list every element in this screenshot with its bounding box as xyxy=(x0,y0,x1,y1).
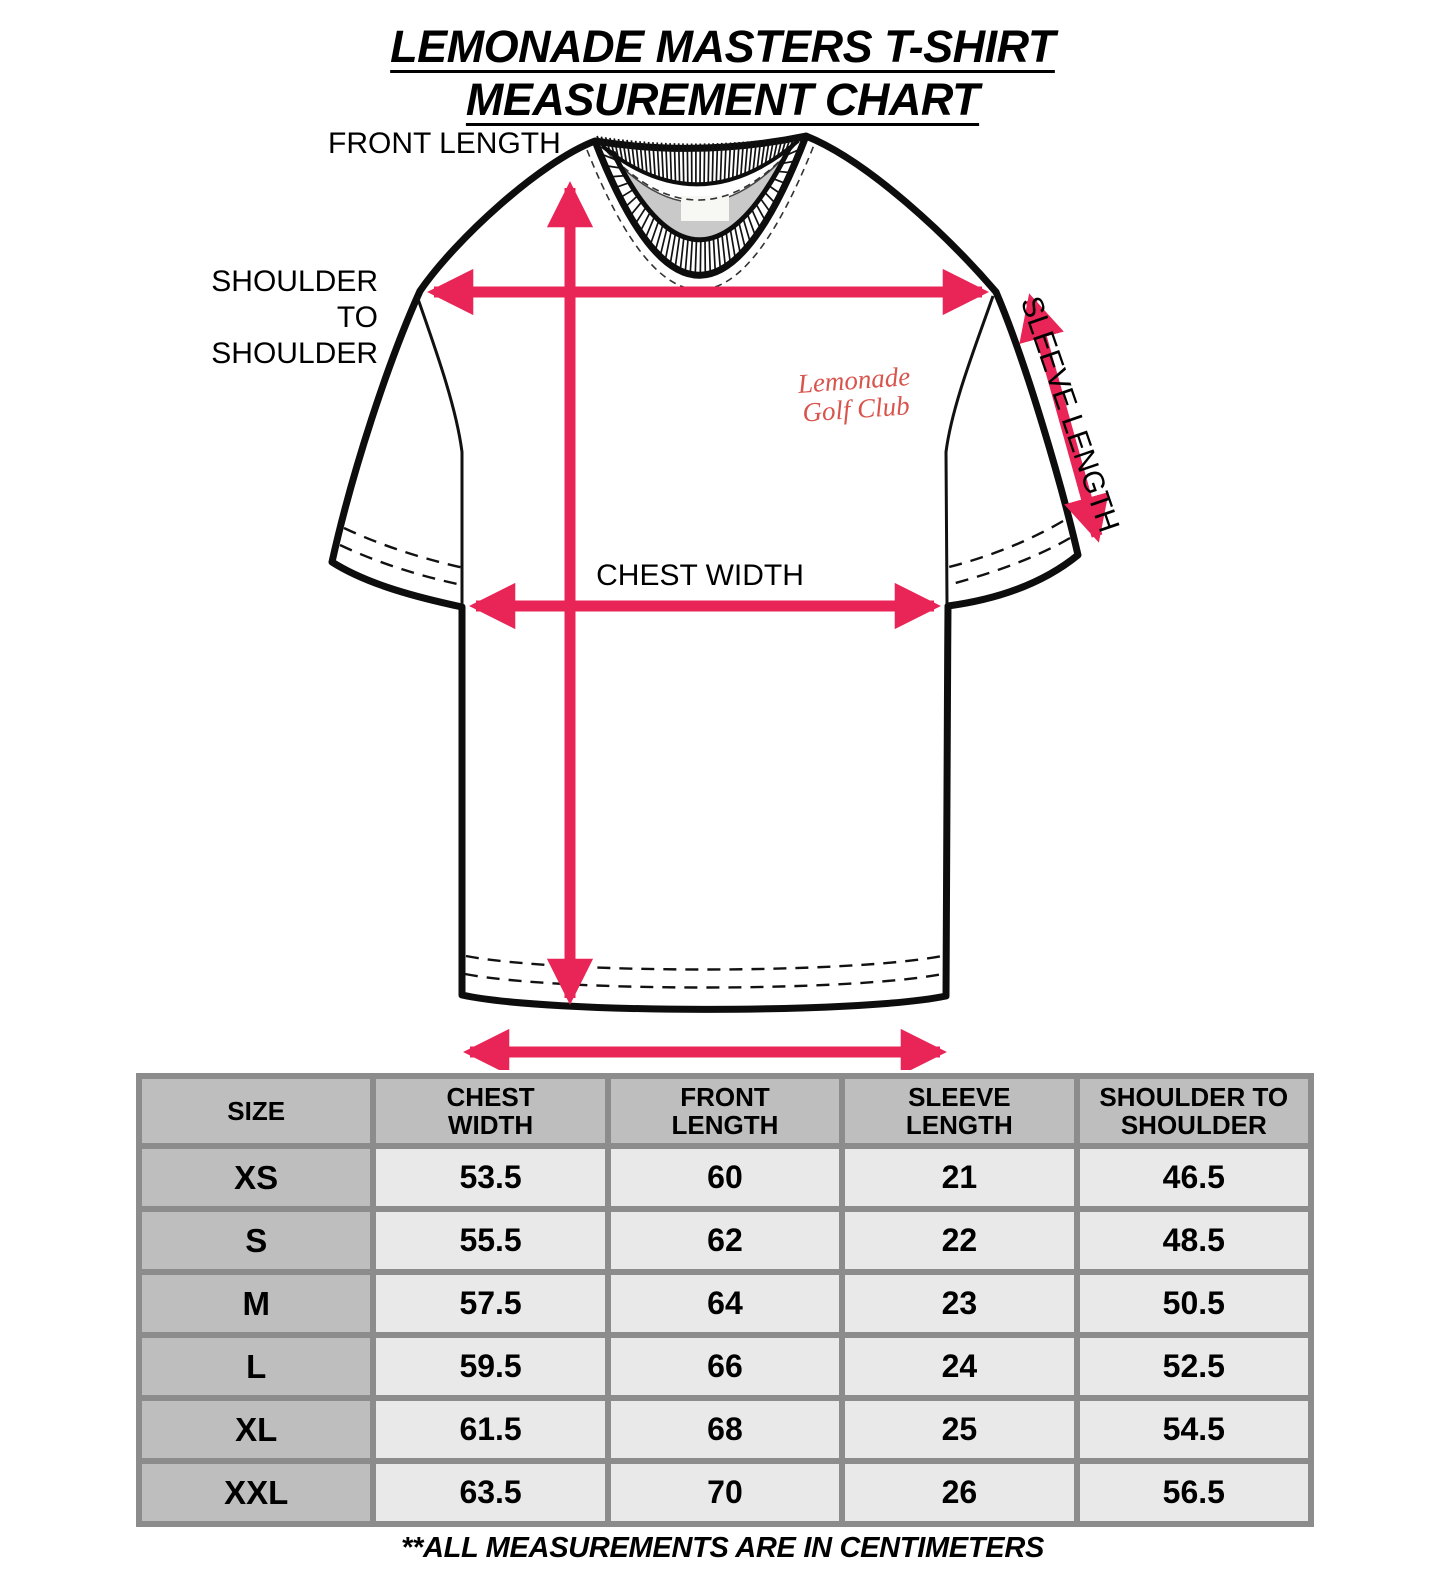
value-cell: 63.5 xyxy=(370,1458,611,1527)
value-cell: 54.5 xyxy=(1073,1395,1315,1464)
value-cell: 56.5 xyxy=(1073,1458,1315,1527)
hem-stitch xyxy=(464,954,944,989)
value-cell: 24 xyxy=(839,1332,1080,1401)
size-cell: XS xyxy=(135,1143,377,1212)
value-cell: 25 xyxy=(839,1395,1080,1464)
chest-width-label: CHEST WIDTH xyxy=(596,559,804,592)
table-row: XS 53.5 60 21 46.5 xyxy=(135,1143,1315,1212)
size-cell: S xyxy=(135,1206,377,1275)
value-cell: 46.5 xyxy=(1073,1143,1315,1212)
value-cell: 55.5 xyxy=(370,1206,611,1275)
page-title-line1: LEMONADE MASTERS T-SHIRT xyxy=(390,21,1055,72)
value-cell: 22 xyxy=(839,1206,1080,1275)
value-cell: 70 xyxy=(604,1458,846,1527)
page-title-line2: MEASUREMENT CHART xyxy=(465,74,980,125)
collar-echo-stitch xyxy=(586,144,815,291)
value-cell: 23 xyxy=(839,1269,1080,1338)
value-cell: 61.5 xyxy=(370,1395,611,1464)
size-cell: XXL xyxy=(135,1458,377,1527)
table-row: XXL 63.5 70 26 56.5 xyxy=(135,1458,1315,1527)
sleeve-length-arrow xyxy=(1019,293,1109,543)
measurement-table: SIZE CHEST WIDTH FRONT LENGTH SLEEVE LEN… xyxy=(135,1073,1315,1527)
value-cell: 60 xyxy=(604,1143,846,1212)
size-cell: L xyxy=(135,1332,377,1401)
value-cell: 26 xyxy=(839,1458,1080,1527)
value-cell: 48.5 xyxy=(1073,1206,1315,1275)
column-header-shoulder: SHOULDER TO SHOULDER xyxy=(1073,1073,1315,1149)
size-cell: XL xyxy=(135,1395,377,1464)
value-cell: 52.5 xyxy=(1073,1332,1315,1401)
chest-logo: Lemonade Golf Club xyxy=(764,360,946,430)
value-cell: 66 xyxy=(604,1332,846,1401)
tshirt-drawing xyxy=(328,132,1109,1070)
table-row: XL 61.5 68 25 54.5 xyxy=(135,1395,1315,1464)
value-cell: 59.5 xyxy=(370,1332,611,1401)
size-cell: M xyxy=(135,1269,377,1338)
right-armhole-seam xyxy=(944,295,995,605)
value-cell: 21 xyxy=(839,1143,1080,1212)
shoulder-to-shoulder-label: SHOULDER TO SHOULDER xyxy=(211,265,378,370)
value-cell: 68 xyxy=(604,1395,846,1464)
front-length-label: FRONT LENGTH xyxy=(328,127,561,160)
collar-back-ribs xyxy=(596,133,805,185)
collar-backband-edge xyxy=(600,139,800,187)
page-title: LEMONADE MASTERS T-SHIRT MEASUREMENT CHA… xyxy=(0,20,1445,126)
column-header-chest-width: CHEST WIDTH xyxy=(370,1073,611,1149)
left-cuff-stitch xyxy=(339,526,465,587)
value-cell: 50.5 xyxy=(1073,1269,1315,1338)
column-header-front-length: FRONT LENGTH xyxy=(604,1073,846,1149)
table-row: S 55.5 62 22 48.5 xyxy=(135,1206,1315,1275)
value-cell: 62 xyxy=(604,1206,846,1275)
collar-back-stitch xyxy=(605,145,795,201)
left-armhole-seam xyxy=(415,295,464,604)
units-footnote: **ALL MEASUREMENTS ARE IN CENTIMETERS xyxy=(400,1532,1045,1564)
value-cell: 64 xyxy=(604,1269,846,1338)
table-row: L 59.5 66 24 52.5 xyxy=(135,1332,1315,1401)
value-cell: 53.5 xyxy=(370,1143,611,1212)
table-row: M 57.5 64 23 50.5 xyxy=(135,1269,1315,1338)
collar-inner-edge xyxy=(610,145,793,243)
column-header-sleeve-length: SLEEVE LENGTH xyxy=(839,1073,1080,1149)
value-cell: 57.5 xyxy=(370,1269,611,1338)
tshirt-diagram: FRONT LENGTH SHOULDER TO SHOULDER CHEST … xyxy=(211,127,1125,1070)
right-cuff-stitch xyxy=(944,519,1071,587)
tshirt-body-outline xyxy=(328,132,1082,1013)
column-header-size: SIZE xyxy=(135,1073,377,1149)
table-header-row: SIZE CHEST WIDTH FRONT LENGTH SLEEVE LEN… xyxy=(135,1073,1315,1149)
